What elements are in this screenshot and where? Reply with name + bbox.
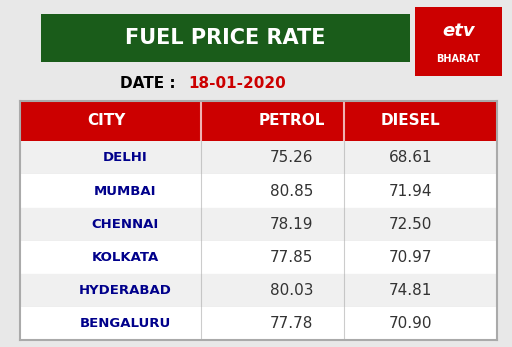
Text: MUMBAI: MUMBAI	[94, 185, 157, 197]
Text: DIESEL: DIESEL	[381, 113, 441, 128]
Text: CITY: CITY	[87, 113, 125, 128]
Text: 74.81: 74.81	[389, 283, 433, 298]
Text: PETROL: PETROL	[259, 113, 325, 128]
Text: 72.50: 72.50	[389, 217, 433, 232]
Text: FUEL PRICE RATE: FUEL PRICE RATE	[125, 28, 326, 48]
Text: 70.90: 70.90	[389, 316, 433, 331]
Text: 75.26: 75.26	[270, 150, 314, 166]
Text: DATE :: DATE :	[120, 76, 181, 91]
Text: 77.78: 77.78	[270, 316, 313, 331]
Text: 70.97: 70.97	[389, 250, 433, 265]
Text: KOLKATA: KOLKATA	[92, 251, 159, 264]
Text: DELHI: DELHI	[103, 151, 147, 164]
Text: BENGALURU: BENGALURU	[79, 317, 171, 330]
Text: 18-01-2020: 18-01-2020	[188, 76, 286, 91]
Text: etv: etv	[442, 22, 475, 40]
Text: BHARAT: BHARAT	[436, 54, 480, 64]
Text: CHENNAI: CHENNAI	[92, 218, 159, 231]
Text: 77.85: 77.85	[270, 250, 313, 265]
Text: 71.94: 71.94	[389, 184, 433, 198]
Text: 68.61: 68.61	[389, 150, 433, 166]
Text: 80.85: 80.85	[270, 184, 313, 198]
Text: HYDERABAD: HYDERABAD	[79, 284, 172, 297]
Text: 78.19: 78.19	[270, 217, 314, 232]
Text: 80.03: 80.03	[270, 283, 314, 298]
